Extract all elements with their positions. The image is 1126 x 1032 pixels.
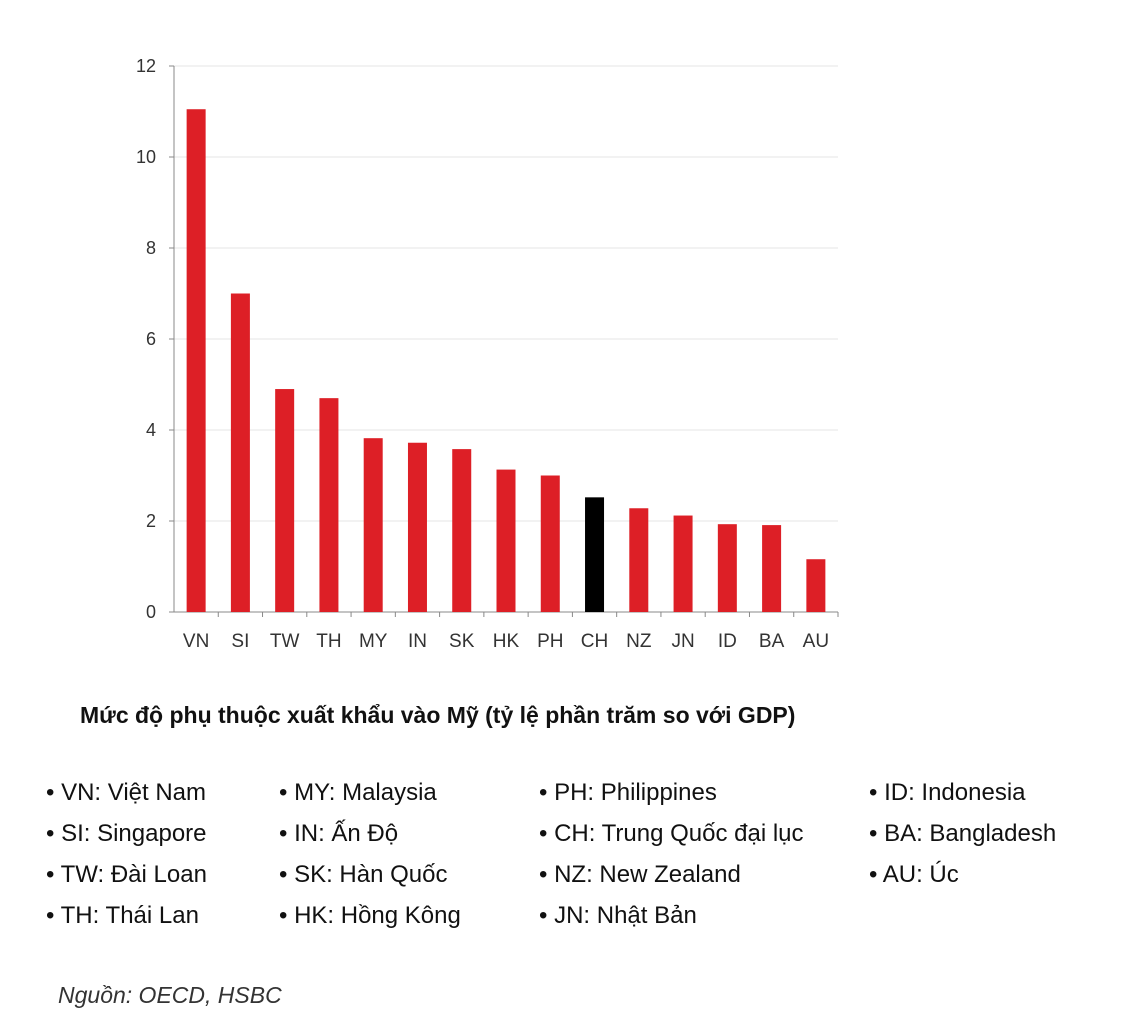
bar-hk: [496, 469, 516, 612]
legend-item-au: • AU: Úc: [869, 861, 959, 888]
category-label-au: AU: [803, 631, 829, 652]
bar-jn: [673, 515, 693, 612]
bar-nz: [629, 508, 649, 612]
y-tick-label-8: 8: [146, 238, 156, 258]
bar-au: [806, 559, 826, 612]
y-tick-label-4: 4: [146, 420, 156, 440]
category-label-tw: TW: [270, 631, 300, 652]
category-label-id: ID: [718, 631, 737, 652]
category-label-ph: PH: [537, 631, 563, 652]
legend-item-jn: • JN: Nhật Bản: [539, 902, 697, 929]
bar-sk: [452, 449, 472, 612]
legend-item-hk: • HK: Hồng Kông: [279, 902, 461, 929]
legend-column-4: • ID: Indonesia • BA: Bangladesh • AU: Ú…: [869, 772, 1056, 895]
legend-column-2: • MY: Malaysia • IN: Ấn Độ • SK: Hàn Quố…: [279, 772, 461, 936]
legend-item-my: • MY: Malaysia: [279, 779, 437, 806]
bar-vn: [186, 109, 206, 612]
legend-item-ba: • BA: Bangladesh: [869, 820, 1057, 847]
y-tick-label-2: 2: [146, 511, 156, 531]
category-label-ba: BA: [759, 631, 785, 652]
category-label-th: TH: [316, 631, 341, 652]
category-labels: VN SI TW TH MY IN SK HK PH CH NZ JN ID BA AU: [183, 631, 829, 652]
category-label-vn: VN: [183, 631, 209, 652]
legend-column-3: • PH: Philippines • CH: Trung Quốc đại l…: [539, 772, 804, 936]
category-label-ch: CH: [581, 631, 608, 652]
bar-chart: 0 2 4 6 8 10 12 VN SI TW TH MY IN SK HK PH CH NZ JN ID BA AU: [136, 56, 839, 652]
category-label-in: IN: [408, 631, 427, 652]
category-label-sk: SK: [449, 631, 475, 652]
bar-id: [717, 524, 737, 612]
legend-item-nz: • NZ: New Zealand: [539, 861, 741, 888]
bar-my: [363, 438, 383, 612]
legend-item-tw: • TW: Đài Loan: [46, 861, 207, 888]
y-tick-label-10: 10: [136, 147, 156, 167]
legend-item-ch: • CH: Trung Quốc đại lục: [539, 820, 804, 847]
y-tick-label-12: 12: [136, 56, 156, 76]
bar-th: [319, 398, 339, 612]
grid-lines: [174, 65, 838, 522]
bar-in: [407, 442, 427, 612]
y-tick-label-0: 0: [146, 602, 156, 622]
legend-item-ph: • PH: Philippines: [539, 779, 717, 806]
category-label-nz: NZ: [626, 631, 652, 652]
bar-si: [230, 293, 250, 612]
legend-item-th: • TH: Thái Lan: [46, 902, 199, 929]
legend-item-vn: • VN: Việt Nam: [46, 779, 207, 806]
category-label-jn: JN: [671, 631, 694, 652]
source-note: Nguồn: OECD, HSBC: [58, 982, 282, 1008]
bar-ch: [585, 497, 605, 612]
bar-ba: [762, 525, 782, 612]
y-tick-label-6: 6: [146, 329, 156, 349]
bars: [186, 109, 826, 612]
legend-item-sk: • SK: Hàn Quốc: [279, 861, 448, 888]
y-tick-labels: 0 2 4 6 8 10 12: [136, 56, 156, 622]
category-label-hk: HK: [493, 631, 520, 652]
category-label-my: MY: [359, 631, 388, 652]
legend-column-1: • VN: Việt Nam • SI: Singapore • TW: Đài…: [46, 772, 207, 936]
chart-title: Mức độ phụ thuộc xuất khẩu vào Mỹ (tỷ lệ…: [80, 702, 796, 728]
bar-ph: [540, 475, 560, 612]
legend-item-in: • IN: Ấn Độ: [279, 820, 399, 847]
legend-item-si: • SI: Singapore: [46, 820, 207, 847]
bar-tw: [275, 389, 295, 612]
category-label-si: SI: [231, 631, 249, 652]
legend-item-id: • ID: Indonesia: [869, 779, 1026, 806]
